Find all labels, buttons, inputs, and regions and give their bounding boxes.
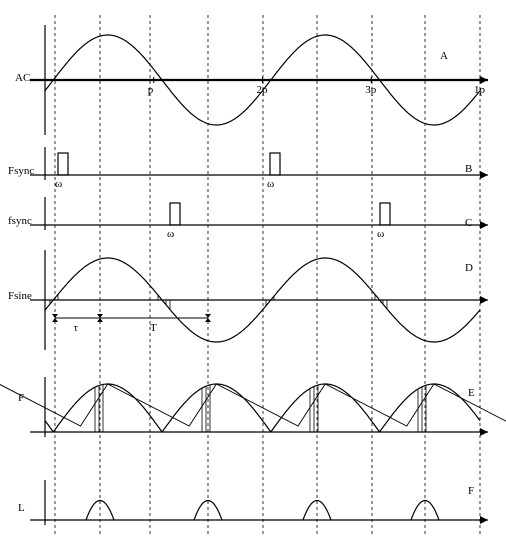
panel-a-tag: A — [440, 50, 448, 62]
panel-a-tick: 2p — [257, 84, 268, 96]
panel-a-tick: 3p — [365, 84, 376, 96]
panel-c-tick: ω — [377, 228, 384, 240]
panel-d-ylabel: Fsine — [8, 290, 32, 302]
panel-f-tag: F — [468, 485, 474, 497]
panel-b-tick: ω — [55, 178, 62, 190]
panel-c-tag: C — [465, 217, 472, 229]
panel-c-ylabel: fsync — [8, 215, 32, 227]
panel-a-tick: p — [148, 84, 154, 96]
panel-a-ylabel: AC — [15, 72, 30, 84]
panel-d-tau: τ — [74, 322, 78, 334]
panel-e-tag: E — [468, 387, 475, 399]
panel-b-ylabel: Fsync — [8, 165, 34, 177]
panel-b-tag: B — [465, 163, 472, 175]
panel-e-ylabel: F — [18, 392, 24, 404]
panel-b-tick: ω — [267, 178, 274, 190]
panel-f-ylabel: L — [18, 502, 25, 514]
panel-a-tick: 1p — [474, 84, 485, 96]
panel-c-tick: ω — [167, 228, 174, 240]
panel-d-T: T — [150, 322, 157, 334]
panel-d-tag: D — [465, 262, 473, 274]
